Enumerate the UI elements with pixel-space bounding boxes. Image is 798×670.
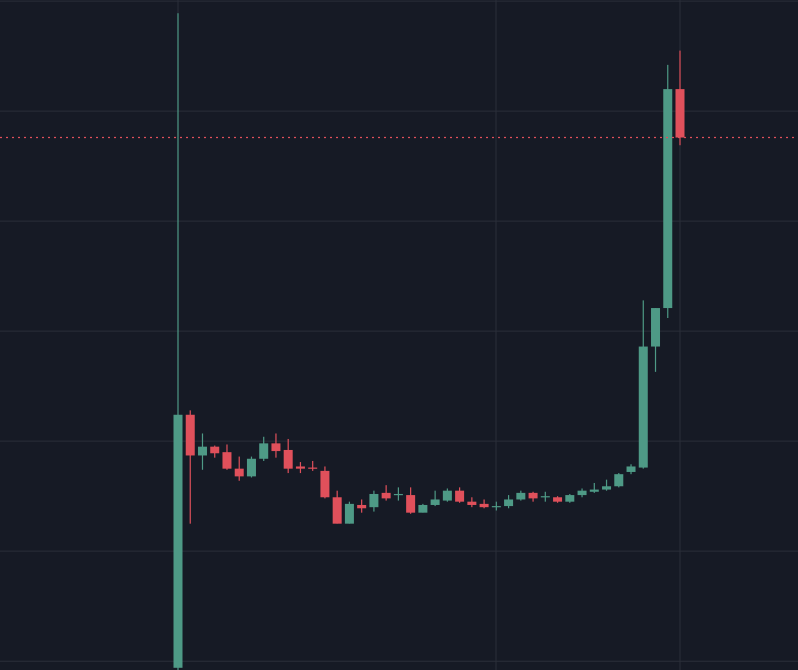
candle-body (577, 490, 587, 496)
candle-body (173, 414, 183, 668)
candle-body (418, 504, 428, 513)
candle-body (614, 474, 624, 487)
candle-body (246, 458, 256, 477)
candle-body (442, 490, 452, 501)
candle-body (308, 467, 318, 469)
candle-body (516, 492, 526, 500)
candle-body (479, 503, 489, 508)
candle-body (357, 504, 367, 509)
candle-body (369, 493, 379, 508)
candle-body (271, 443, 281, 452)
candle-body (381, 492, 391, 499)
candle-body (651, 308, 661, 347)
candle-body (626, 466, 636, 472)
candle-body (589, 489, 599, 492)
candle-body (406, 495, 416, 513)
candle-body (455, 490, 465, 502)
candle-body (602, 486, 612, 490)
candle-body (259, 443, 269, 459)
candle-body (234, 468, 244, 477)
candle-body (185, 414, 195, 456)
candle-body (393, 493, 403, 496)
candle-body (504, 499, 514, 507)
candle-body (344, 503, 354, 524)
candle-body (638, 346, 648, 468)
candle-body (295, 466, 305, 469)
candle-body (430, 499, 440, 505)
candle-body (565, 495, 575, 502)
candle-body (491, 506, 501, 508)
candle-body (553, 497, 563, 502)
candle-body (222, 452, 232, 469)
candle-body (467, 501, 477, 505)
candle-body (675, 89, 685, 138)
candle-body (197, 446, 207, 456)
candle-body (540, 496, 550, 498)
candle-body (283, 449, 293, 469)
candle-body (663, 89, 673, 309)
candle-body (332, 497, 342, 524)
candle-body (210, 446, 220, 454)
candle-body (528, 492, 538, 499)
candle-body (320, 470, 330, 498)
